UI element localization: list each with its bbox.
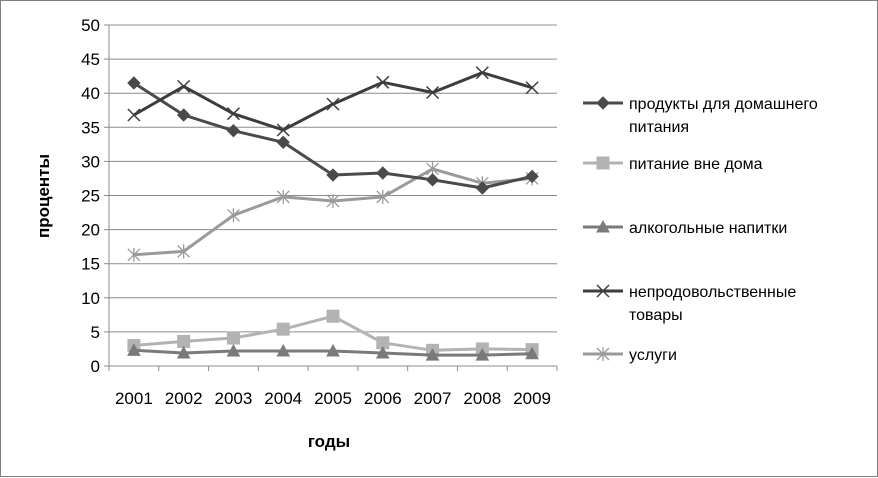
x-tick-label: 2001 (115, 389, 153, 408)
y-axis-title: проценты (34, 154, 53, 238)
legend-item-4: непродовольственные товары (583, 284, 796, 324)
y-tick-label: 30 (81, 152, 100, 171)
marker-square (596, 156, 610, 170)
grid-lines (104, 24, 557, 367)
y-tick-label: 5 (91, 323, 100, 342)
legend-label: питания (629, 119, 689, 136)
marker-x (177, 79, 191, 93)
legend-label: услуги (629, 347, 677, 364)
marker-star (376, 189, 390, 204)
y-tick-label: 45 (81, 50, 100, 69)
axes (108, 25, 558, 371)
series-1 (127, 76, 539, 195)
legend-item-5: услуги (583, 347, 677, 364)
marker-diamond (425, 173, 440, 187)
marker-triangle (127, 343, 141, 356)
series-4 (127, 66, 539, 137)
marker-star (177, 244, 191, 259)
marker-star (326, 193, 340, 208)
series-group (127, 66, 539, 361)
marker-diamond (226, 124, 241, 138)
marker-x (525, 81, 539, 95)
legend-label: продукты для домашнего (629, 96, 818, 113)
marker-x (376, 75, 390, 89)
x-tick-label: 2003 (215, 389, 253, 408)
marker-triangle (425, 348, 440, 361)
marker-x (127, 108, 141, 122)
marker-star (596, 347, 610, 361)
marker-diamond (475, 181, 490, 195)
y-tick-label: 15 (81, 255, 100, 274)
x-tick-label: 2004 (264, 389, 302, 408)
x-tick-labels: 2001 2002 2003 2004 2005 2006 2007 2008 2009 (115, 389, 551, 408)
x-tick-label: 2006 (364, 389, 402, 408)
marker-diamond (326, 168, 340, 182)
y-tick-label: 50 (81, 16, 100, 35)
marker-x (596, 284, 610, 298)
marker-x (326, 97, 340, 111)
marker-triangle (276, 343, 291, 357)
marker-triangle (475, 348, 490, 361)
marker-x (226, 107, 240, 121)
marker-x (276, 123, 290, 137)
x-tick-label: 2002 (165, 389, 203, 408)
marker-square (326, 309, 340, 323)
y-tick-label: 20 (81, 221, 100, 240)
y-tick-labels: 0 5 10 15 20 25 30 35 40 45 50 (81, 16, 100, 376)
marker-star (127, 247, 141, 262)
x-axis-title: годы (308, 432, 350, 451)
y-tick-label: 0 (91, 357, 100, 376)
legend-label: товары (629, 307, 683, 324)
marker-diamond (276, 135, 290, 150)
x-tick-label: 2005 (314, 389, 352, 408)
x-tick-label: 2007 (414, 389, 452, 408)
legend-label: непродовольственные (629, 284, 796, 301)
marker-triangle (226, 343, 241, 357)
marker-x (475, 66, 489, 80)
y-tick-label: 35 (81, 118, 100, 137)
marker-star (276, 189, 290, 204)
y-tick-label: 40 (81, 84, 100, 103)
legend-item-2: питание вне дома (583, 156, 763, 173)
x-tick-label: 2008 (463, 389, 501, 408)
marker-triangle (176, 345, 191, 359)
marker-triangle (525, 346, 539, 360)
marker-square (226, 331, 240, 345)
marker-diamond (525, 169, 539, 184)
marker-diamond (176, 108, 191, 122)
marker-x (426, 85, 440, 100)
marker-square (276, 322, 290, 336)
marker-triangle (375, 345, 390, 359)
legend-label: алкогольные напитки (629, 220, 787, 237)
marker-diamond (376, 166, 390, 180)
legend: продукты для домашнего питания питание вне… (583, 96, 818, 364)
marker-triangle (596, 219, 610, 233)
x-tick-label: 2009 (513, 389, 551, 408)
y-tick-label: 10 (81, 289, 100, 308)
marker-diamond (127, 76, 141, 90)
marker-square (177, 334, 191, 348)
legend-item-1: продукты для домашнего питания (583, 96, 818, 136)
y-tick-label: 25 (81, 187, 100, 206)
legend-label: питание вне дома (629, 156, 763, 173)
marker-triangle (326, 343, 340, 357)
legend-item-3: алкогольные напитки (583, 219, 787, 237)
marker-star (226, 208, 240, 223)
series-3 (127, 343, 539, 361)
series-line (133, 71, 533, 132)
marker-diamond (596, 96, 610, 110)
series-line (133, 167, 533, 257)
